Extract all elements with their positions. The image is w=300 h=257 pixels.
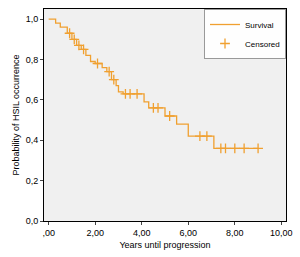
svg-text:0,6: 0,6 bbox=[26, 95, 39, 105]
svg-text:Years until progression: Years until progression bbox=[119, 240, 210, 250]
svg-text:10,00: 10,00 bbox=[270, 228, 293, 238]
svg-text:0,0: 0,0 bbox=[26, 216, 39, 226]
svg-text:0,8: 0,8 bbox=[26, 55, 39, 65]
svg-text:6,00: 6,00 bbox=[180, 228, 198, 238]
svg-text:,00: ,00 bbox=[42, 228, 55, 238]
svg-text:0,4: 0,4 bbox=[26, 135, 39, 145]
svg-text:8,00: 8,00 bbox=[226, 228, 244, 238]
svg-text:Censored: Censored bbox=[245, 40, 280, 49]
svg-text:2,00: 2,00 bbox=[86, 228, 104, 238]
svg-text:Probability of HSIL occurrence: Probability of HSIL occurrence bbox=[11, 54, 21, 175]
svg-text:Survival: Survival bbox=[245, 21, 274, 30]
svg-text:0,2: 0,2 bbox=[26, 176, 39, 186]
svg-text:1,0: 1,0 bbox=[26, 14, 39, 24]
svg-text:4,00: 4,00 bbox=[133, 228, 151, 238]
